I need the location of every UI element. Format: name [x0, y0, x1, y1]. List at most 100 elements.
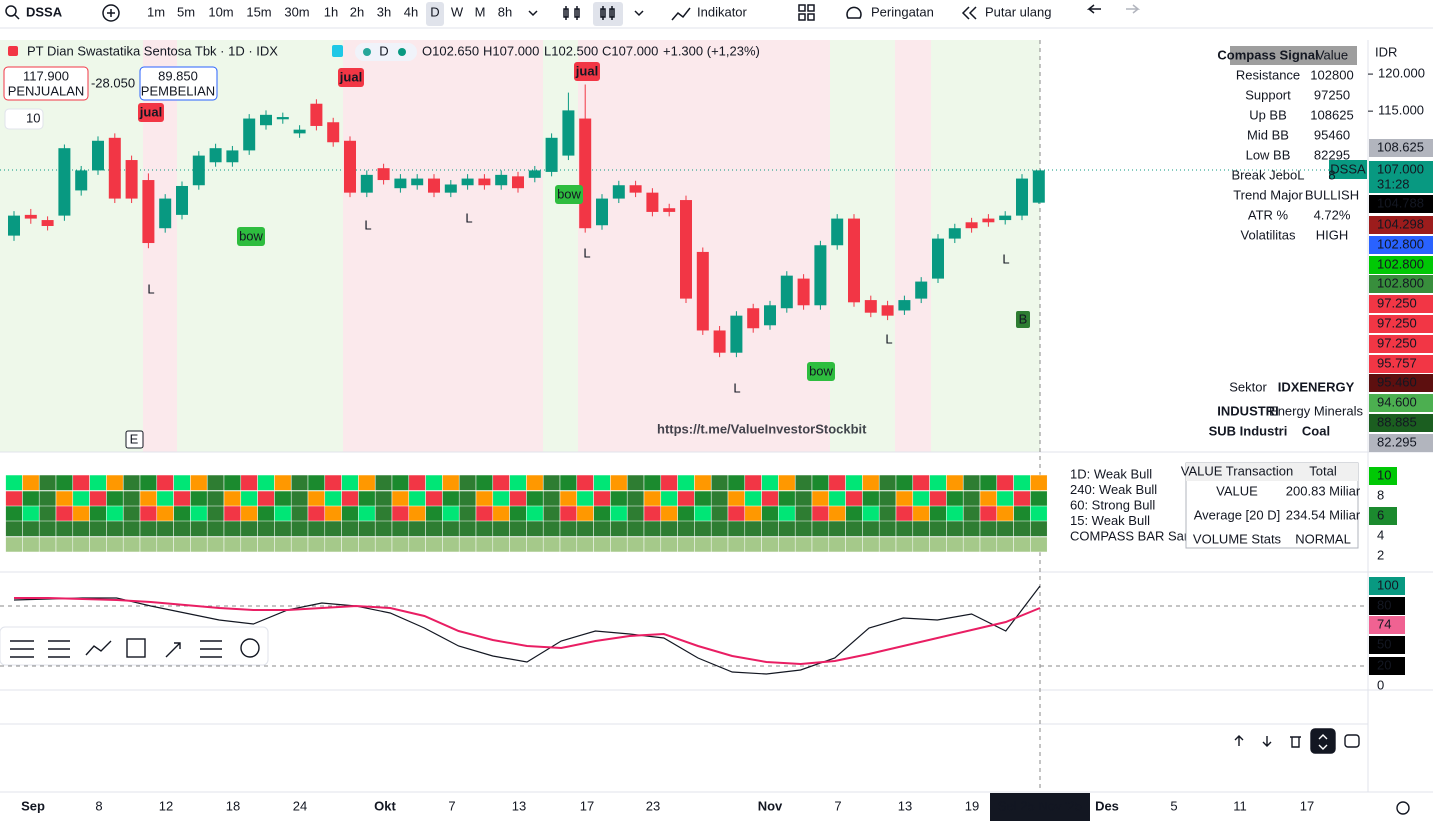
- heatmap-cell: [895, 505, 914, 522]
- alert-button[interactable]: Peringatan: [871, 4, 934, 19]
- heatmap-cell: [374, 490, 393, 507]
- heatmap-cell: [660, 536, 678, 553]
- toolbar-icons[interactable]: [5, 4, 1141, 22]
- heatmap-cell: [929, 474, 947, 491]
- heatmap-cell: [458, 505, 477, 522]
- heatmap-cell: [72, 536, 90, 553]
- value-table-cell: Average [20 D]: [1194, 507, 1280, 522]
- heatmap-cell: [643, 474, 662, 491]
- candle-body: [932, 238, 944, 279]
- interval-button[interactable]: 15m: [246, 4, 271, 19]
- lots[interactable]: 10: [26, 110, 40, 125]
- osc-label-bg: [1369, 636, 1405, 654]
- heatmap-cell: [442, 536, 460, 553]
- pane-buttons[interactable]: [1234, 728, 1410, 815]
- heatmap-cell: [206, 536, 225, 553]
- heatmap-cell: [962, 536, 981, 553]
- currency-select[interactable]: IDR: [1375, 44, 1397, 59]
- indicator-button[interactable]: Indikator: [697, 4, 748, 19]
- heatmap-cell: [173, 505, 191, 522]
- heatmap-cell: [996, 536, 1014, 553]
- osc-tick-label: 50: [1377, 636, 1391, 651]
- interval-button[interactable]: 4h: [404, 4, 418, 19]
- heatmap-cell: [862, 520, 880, 537]
- heatmap-cell: [610, 490, 628, 507]
- buy-price[interactable]: 89.850: [158, 68, 198, 83]
- candle-body: [41, 220, 54, 226]
- heatmap-cell: [190, 520, 208, 537]
- ohlc-low: L102.500: [544, 43, 598, 58]
- price-label: 95.757: [1377, 355, 1417, 370]
- interval-button[interactable]: 8h: [498, 4, 512, 19]
- heatmap-cell: [290, 536, 309, 553]
- heatmap-cell: [862, 490, 880, 507]
- heatmap-cell: [929, 490, 947, 507]
- heatmap-cell: [1013, 536, 1031, 553]
- heatmap-cell: [559, 490, 578, 507]
- heatmap-cell: [173, 474, 191, 491]
- candle-body: [848, 218, 860, 303]
- heatmap-cell: [156, 490, 174, 507]
- candle-body: [999, 215, 1012, 221]
- ohlc-close: C107.000: [602, 43, 658, 58]
- interval-button[interactable]: D: [430, 4, 439, 19]
- heatmap-cell: [1030, 536, 1048, 553]
- heatmap-cell: [206, 490, 225, 507]
- heatmap-cell: [55, 474, 74, 491]
- heatmap-scale: 4: [1377, 527, 1384, 542]
- heatmap-cell: [626, 536, 645, 553]
- price-label-bg: [1369, 355, 1433, 373]
- candle-body: [1032, 170, 1045, 203]
- heatmap-cell: [710, 536, 729, 553]
- interval-button[interactable]: 3h: [377, 4, 391, 19]
- heatmap-cell: [677, 536, 695, 553]
- heatmap-cell: [374, 520, 393, 537]
- heatmap-cell: [845, 474, 863, 491]
- interval-button[interactable]: 1m: [147, 4, 165, 19]
- interval-button[interactable]: 5m: [177, 4, 195, 19]
- table-cell: 8: [1328, 167, 1335, 182]
- interval-button[interactable]: M: [475, 4, 486, 19]
- heatmap-cell: [1030, 474, 1048, 491]
- heatmap-cell: [1030, 520, 1048, 537]
- heatmap-cell: [761, 490, 779, 507]
- heatmap-cell: [374, 474, 393, 491]
- heatmap-cell: [694, 520, 712, 537]
- heatmap-cell: [895, 474, 914, 491]
- heatmap-cell: [979, 490, 998, 507]
- heatmap-cell: [761, 474, 779, 491]
- interval-button[interactable]: 30m: [284, 4, 309, 19]
- candle-body: [444, 184, 457, 193]
- replay-button[interactable]: Putar ulang: [985, 4, 1052, 19]
- candle-body: [730, 315, 743, 353]
- status-dot: [398, 48, 406, 56]
- interval-active: [426, 2, 444, 26]
- heatmap-cell: [55, 490, 74, 507]
- candle-body: [663, 208, 676, 212]
- heatmap-cell: [862, 474, 880, 491]
- price-label: 95.460: [1377, 374, 1417, 389]
- heatmap-cell: [996, 520, 1014, 537]
- heatmap-cell: [106, 490, 124, 507]
- x-tick-label: 24: [293, 798, 307, 813]
- heatmap-cell: [778, 520, 796, 537]
- x-tick-label: 5: [1170, 798, 1177, 813]
- heatmap-cell: [22, 490, 40, 507]
- candle-body: [764, 305, 776, 326]
- heatmap-cell: [106, 505, 124, 522]
- heatmap-cell: [761, 536, 779, 553]
- sell-price[interactable]: 117.900: [23, 68, 69, 83]
- interval-button[interactable]: W: [451, 4, 464, 19]
- interval-button[interactable]: 1h: [324, 4, 338, 19]
- table-cell: ATR %: [1248, 207, 1289, 222]
- drawing-tools[interactable]: [10, 638, 260, 658]
- symbol[interactable]: DSSA: [26, 4, 63, 19]
- heatmap-cell: [559, 474, 578, 491]
- heatmap-cell: [593, 536, 611, 553]
- price-label-bg: [1369, 275, 1433, 293]
- price-label-bg: [1369, 315, 1433, 333]
- interval-button[interactable]: 10m: [208, 4, 233, 19]
- ohlc-high: H107.000: [483, 43, 539, 58]
- price-label: 97.250: [1377, 315, 1417, 330]
- interval-button[interactable]: 2h: [350, 4, 364, 19]
